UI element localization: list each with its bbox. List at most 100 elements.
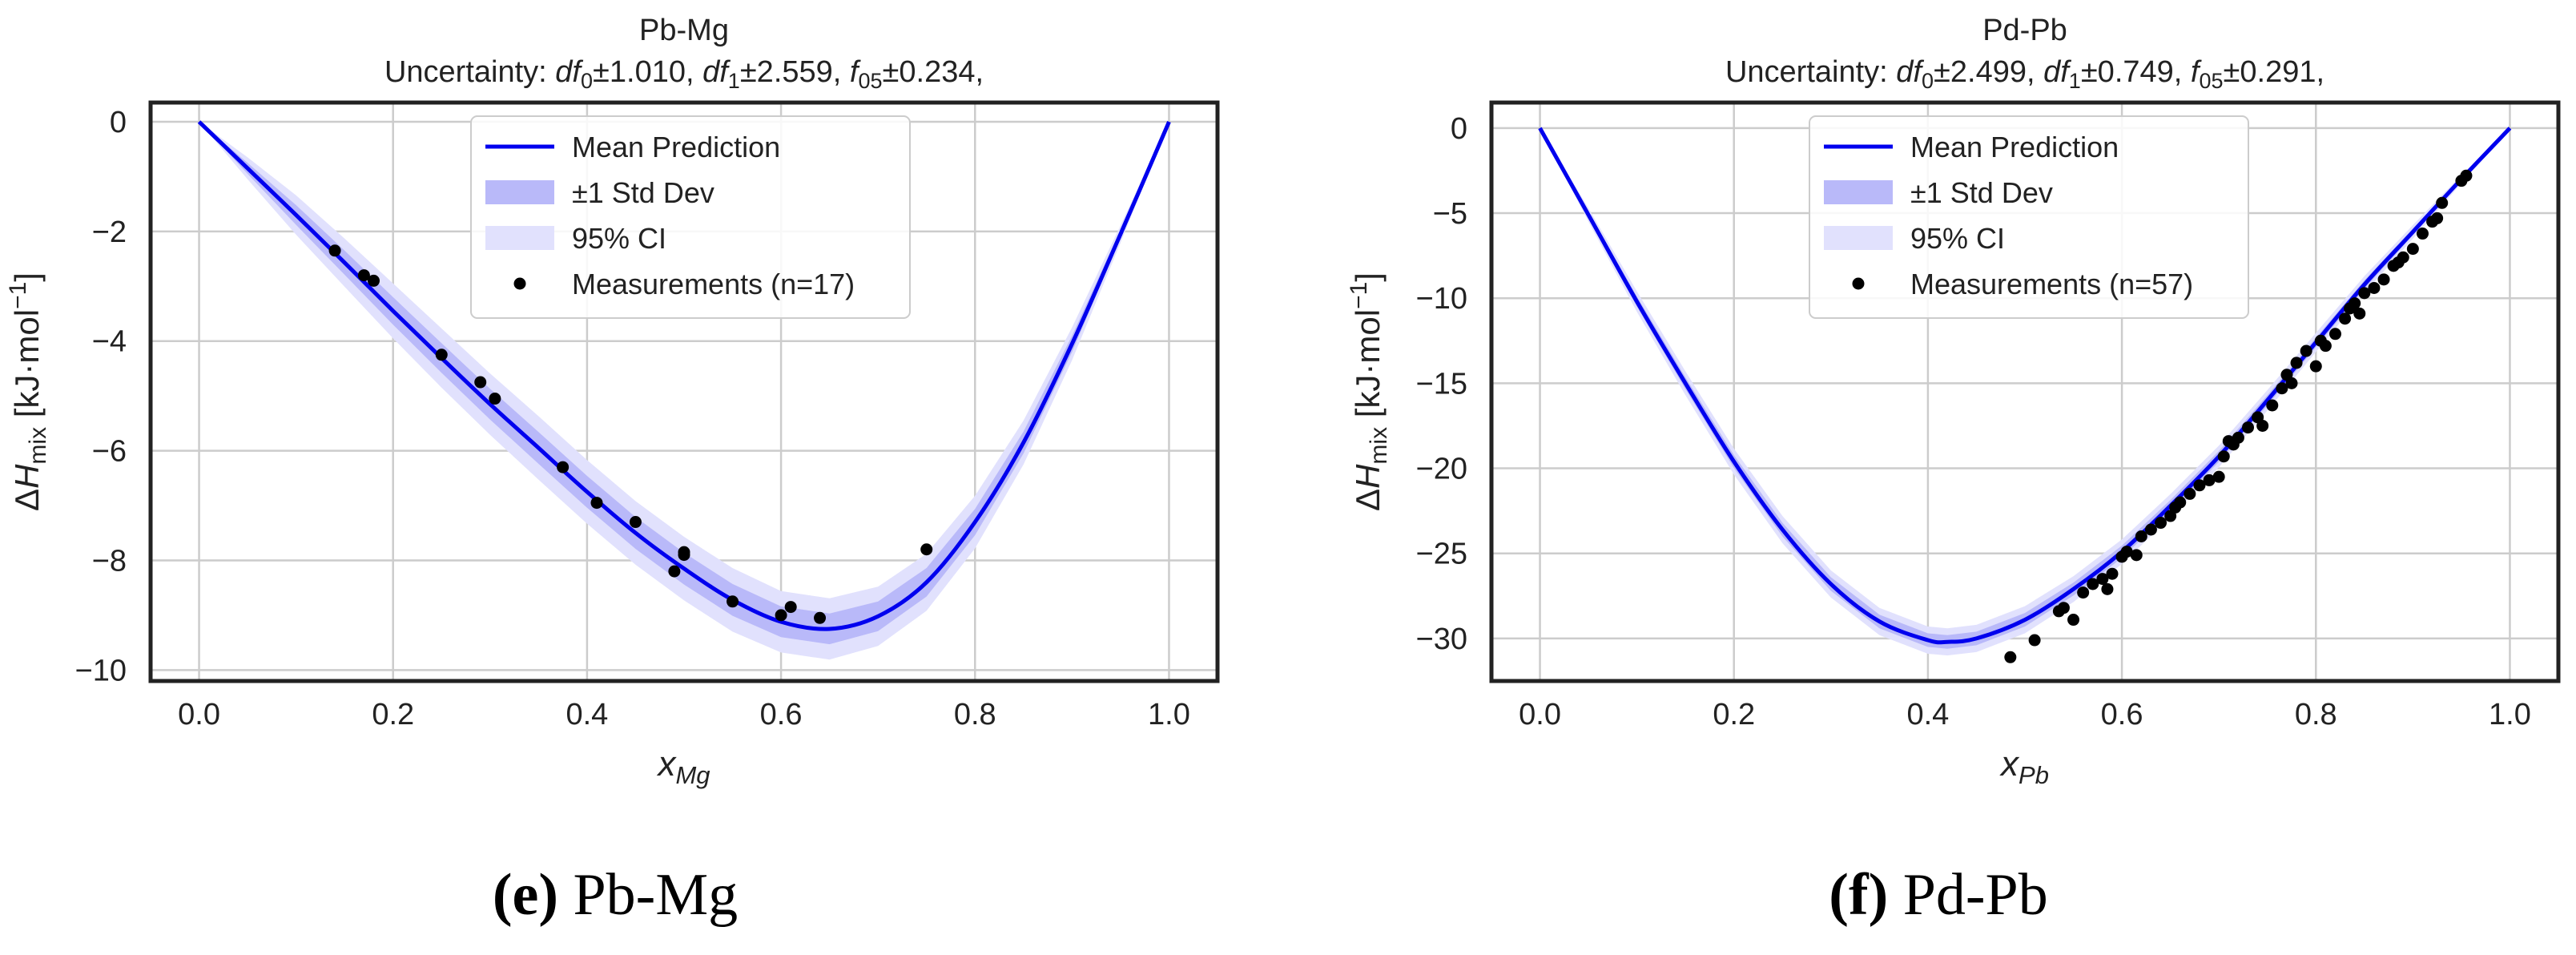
- panel-2-legend: Mean Prediction ±1 Std Dev 95% CI Measureme…: [1809, 115, 2249, 319]
- panel-2-measurement-point-7: [2096, 573, 2109, 586]
- panel-2-measurement-point-5: [2077, 586, 2090, 599]
- panel-2-xtick-label-3: 0.6: [2101, 698, 2143, 731]
- panel-2-measurement-point-14: [2144, 523, 2157, 536]
- panel-1-xtick-label-5: 1.0: [1148, 698, 1190, 731]
- panel-2-measurement-point-30: [2266, 399, 2279, 412]
- panel-1-legend-label-0: Mean Prediction: [572, 131, 780, 163]
- panel-1-legend: Mean Prediction ±1 Std Dev 95% CI Measureme…: [470, 115, 911, 319]
- panel-1-measurement-point-16: [678, 549, 690, 562]
- panel-1-ytick-label-2: −4: [92, 325, 127, 359]
- panel-2-xtick-label-2: 0.4: [1906, 698, 1949, 731]
- caption-right-text: Pd-Pb: [1888, 862, 2048, 928]
- panel-1-measurement-point-8: [629, 516, 642, 529]
- panel-2-measurement-point-1: [2028, 634, 2041, 647]
- panel-1-title: Pb-Mg: [639, 14, 729, 47]
- caption-right-letter: (f): [1829, 862, 1889, 928]
- panel-2-measurement-point-3: [2057, 602, 2070, 615]
- panel-2-legend-label-0: Mean Prediction: [1910, 131, 2119, 163]
- panel-2-ytick-label-3: −15: [1416, 367, 1467, 401]
- caption-right: (f) Pd-Pb: [1829, 861, 2047, 929]
- panel-2-measurement-point-23: [2217, 450, 2230, 463]
- panel-2-measurement-point-49: [2397, 251, 2409, 264]
- panel-2-y-axis-label: ΔHmix [kJ·mol−1]: [1346, 272, 1392, 511]
- panel-2-measurement-point-31: [2276, 382, 2288, 395]
- panel-1-legend-point-swatch: [513, 277, 526, 290]
- panel-1-legend-label-2: 95% CI: [572, 222, 666, 255]
- panel-2-xtick-label-0: 0.0: [1519, 698, 1561, 731]
- panel-2-frame: [1489, 100, 2561, 683]
- panel-2-legend-ci-swatch: [1824, 226, 1893, 250]
- panel-2-measurement-point-40: [2339, 312, 2352, 325]
- panel-2-measurement-point-35: [2300, 345, 2312, 357]
- panel-2-ytick-label-6: −30: [1416, 623, 1467, 656]
- panel-2-measurement-point-20: [2193, 479, 2206, 492]
- panel-2-ytick-label-0: 0: [1451, 112, 1467, 146]
- panel-1-measurement-point-11: [727, 595, 739, 608]
- panel-2-legend-std-swatch: [1824, 180, 1893, 204]
- panel-1-x-axis-label: xMg: [656, 744, 710, 789]
- panel-2-measurement-point-54: [2436, 196, 2449, 209]
- panel-1-ytick-label-4: −8: [92, 544, 127, 578]
- panel-2-measurement-point-19: [2184, 487, 2196, 500]
- panel-1-measurement-point-1: [357, 269, 370, 282]
- caption-left: (e) Pb-Mg: [493, 861, 738, 929]
- panel-2-measurement-point-43: [2353, 307, 2366, 320]
- panel-2-legend-point-swatch: [1852, 277, 1865, 290]
- panel-2-x-axis-label: xPb: [1999, 744, 2049, 789]
- panel-1-legend-ci-swatch: [485, 226, 554, 250]
- panel-2-legend-box: [1809, 115, 2249, 319]
- panel-2-measurement-point-13: [2135, 530, 2147, 542]
- panel-1: 0.0 0.2 0.4 0.6 0.8 1.0 0 −2 −4 −6 −8 −10 xMg ΔHmix […: [5, 14, 1220, 789]
- caption-left-letter: (e): [492, 862, 559, 928]
- panel-1-xtick-label-0: 0.0: [178, 698, 220, 731]
- panel-1-measurement-point-2: [368, 274, 380, 287]
- panel-2-measurement-point-33: [2285, 377, 2298, 389]
- panel-1-measurement-point-12: [775, 609, 787, 622]
- panel-2-measurement-point-6: [2087, 578, 2099, 590]
- panel-1-measurement-point-15: [920, 543, 933, 556]
- panel-1-subtitle: Uncertainty: df0±1.010, df1±2.559, f05±0…: [384, 55, 984, 93]
- panel-1-measurement-point-6: [557, 461, 570, 473]
- panel-1-measurement-point-13: [784, 601, 797, 614]
- panel-2-measurement-point-53: [2431, 212, 2444, 224]
- panel-2-legend-label-1: ±1 Std Dev: [1910, 176, 2053, 209]
- panel-1-measurement-point-7: [590, 497, 603, 510]
- panel-2-measurement-point-36: [2309, 360, 2322, 373]
- panel-2-legend-label-3: Measurements (n=57): [1910, 268, 2193, 300]
- panel-1-measurement-point-9: [668, 565, 681, 578]
- panel-1-legend-label-1: ±1 Std Dev: [572, 176, 714, 209]
- panel-2-measurement-point-12: [2130, 549, 2143, 562]
- panel-2-measurement-point-22: [2212, 470, 2225, 483]
- panel-2-measurement-point-26: [2232, 431, 2244, 444]
- panel-2-measurement-point-42: [2349, 297, 2361, 310]
- panel-2-measurement-point-45: [2368, 281, 2381, 294]
- panel-2-measurement-point-15: [2155, 517, 2167, 530]
- panel-2-xtick-label-4: 0.8: [2295, 698, 2337, 731]
- panel-1-legend-label-3: Measurements (n=17): [572, 268, 855, 300]
- panel-1-ytick-label-0: 0: [110, 106, 127, 139]
- panel-1-legend-std-swatch: [485, 180, 554, 204]
- panel-2-legend-label-2: 95% CI: [1910, 222, 2005, 255]
- panel-1-measurement-point-4: [474, 376, 487, 389]
- panel-2-measurement-point-50: [2406, 243, 2419, 256]
- panel-1-measurement-point-0: [328, 244, 341, 257]
- panel-2: 0.0 0.2 0.4 0.6 0.8 1.0 0 −5 −10 −15 −20 −25 −30 xPb Δ…: [1346, 14, 2561, 789]
- panel-2-measurement-point-56: [2460, 169, 2473, 182]
- panel-1-measurement-point-5: [489, 393, 501, 405]
- panel-1-xtick-label-1: 0.2: [372, 698, 414, 731]
- panel-1-legend-box: [470, 115, 911, 319]
- panel-2-subtitle: Uncertainty: df0±2.499, df1±0.749, f05±0…: [1725, 55, 2324, 93]
- panel-1-ytick-label-5: −10: [75, 654, 127, 687]
- panel-1-xtick-label-4: 0.8: [954, 698, 996, 731]
- panel-2-mean-line: [1538, 127, 2512, 645]
- panel-2-ytick-label-4: −20: [1416, 453, 1467, 486]
- panel-2-measurement-point-29: [2256, 419, 2269, 432]
- panel-2-xtick-label-1: 0.2: [1713, 698, 1755, 731]
- panel-2-measurement-point-4: [2067, 614, 2080, 627]
- panel-2-measurement-point-21: [2203, 473, 2216, 486]
- panel-1-frame: [148, 100, 1220, 683]
- panel-2-measurement-point-9: [2106, 567, 2119, 580]
- panel-1-ytick-label-3: −6: [92, 435, 127, 469]
- panel-2-measurement-point-46: [2377, 273, 2390, 286]
- panel-1-measurement-point-14: [814, 611, 827, 624]
